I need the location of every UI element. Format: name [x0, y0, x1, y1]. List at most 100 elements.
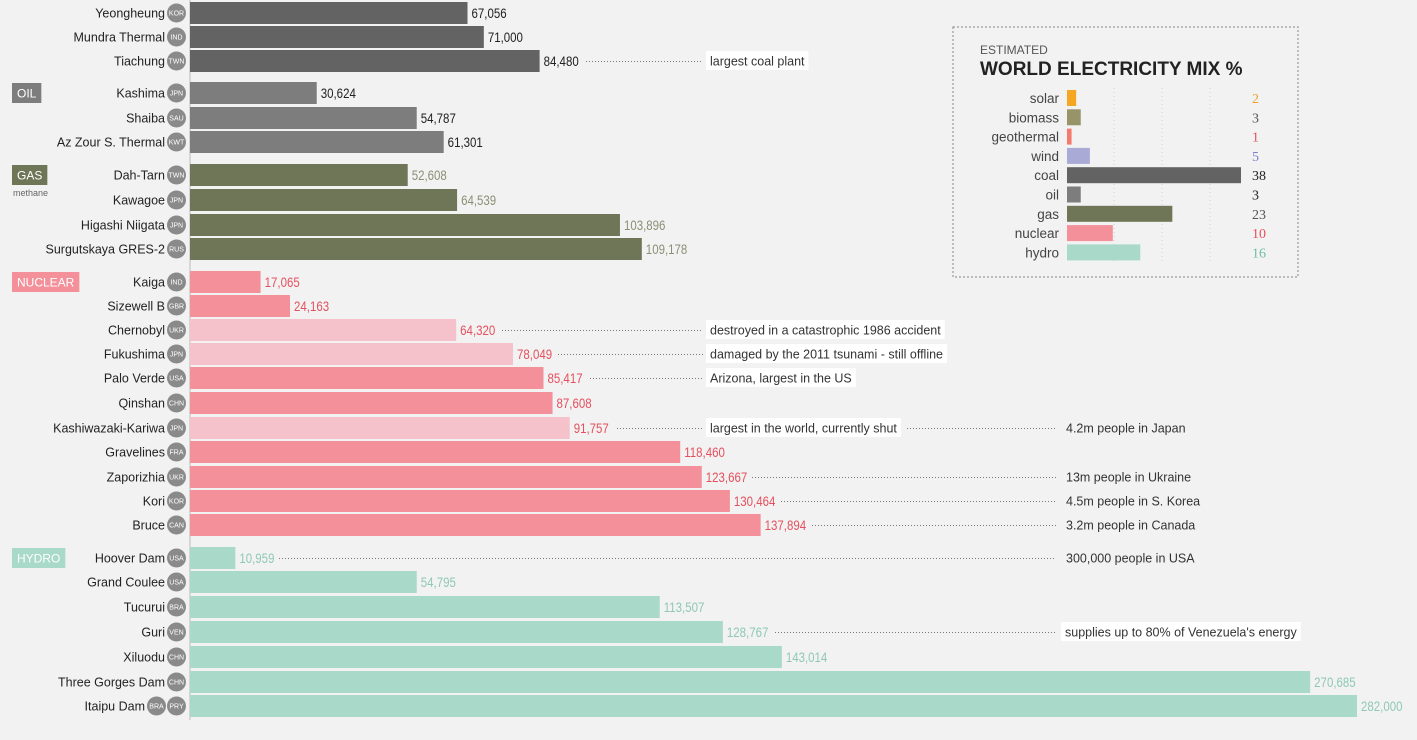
mix-row-coal: coal 38 [1034, 167, 1266, 184]
mix-label: wind [1030, 149, 1059, 164]
annotation-bg [706, 418, 901, 437]
plant-row-grand-coulee: USA Grand Coulee 54,795 [87, 571, 456, 593]
plant-name: Grand Coulee [87, 576, 165, 590]
annotation: destroyed in a catastrophic 1986 acciden… [710, 324, 941, 338]
mix-label: hydro [1025, 245, 1059, 260]
country-code: GBR [169, 304, 184, 311]
country-code: USA [169, 556, 184, 563]
country-badge [167, 418, 186, 438]
country-badge [167, 296, 186, 316]
country-code: BRA [169, 605, 184, 612]
mix-row-geothermal: geothermal 1 [991, 128, 1259, 146]
mix-row-gas: gas 23 [1037, 205, 1266, 223]
value-label: 128,767 [727, 624, 768, 640]
country-badge [167, 165, 186, 185]
mix-row-solar: solar 2 [1030, 90, 1259, 107]
plant-name: Tucurui [124, 601, 165, 615]
bar-shaiba [190, 107, 417, 129]
plant-row-chernobyl: UKR Chernobyl 64,320 destroyed in a catastr… [108, 319, 945, 341]
value-label: 10,959 [239, 550, 274, 566]
value-label: 64,539 [461, 192, 496, 208]
value-label: 282,000 [1361, 698, 1402, 714]
mix-label: coal [1034, 168, 1059, 183]
country-badge [167, 132, 186, 152]
mix-value: 3 [1252, 111, 1259, 126]
plant-row-kashiwazaki-kariwa: JPN Kashiwazaki-Kariwa 91,757 largest in th… [53, 417, 1186, 439]
mix-title: WORLD ELECTRICITY MIX % [980, 59, 1243, 80]
plant-name: Kashiwazaki-Kariwa [53, 422, 165, 436]
plant-name: Hoover Dam [95, 552, 165, 566]
plant-name: Shaiba [126, 112, 165, 126]
plant-row-guri: VEN Guri 128,767 supplies up to 80% of Vene… [141, 621, 1301, 643]
plant-name: Fukushima [104, 348, 165, 362]
country-code: JPN [170, 91, 183, 98]
bar-tiachung [190, 50, 540, 72]
country-code: SAU [169, 116, 183, 123]
value-label: 67,056 [471, 5, 506, 21]
country-badge [167, 83, 186, 103]
plant-row-kori: KOR Kori 130,464 4.5m people in S. Korea [143, 490, 1200, 512]
mix-row-biomass: biomass 3 [1009, 109, 1259, 126]
country-badge [167, 672, 186, 692]
country-badge [167, 647, 186, 667]
country-code: JPN [170, 426, 183, 433]
value-label: 54,795 [421, 574, 456, 590]
plant-name: Bruce [132, 519, 165, 533]
value-label: 270,685 [1314, 674, 1355, 690]
value-label: 52,608 [412, 167, 447, 183]
plant-name: Chernobyl [108, 324, 165, 338]
country-badge [167, 108, 186, 128]
category-swatch-gas [12, 165, 48, 185]
value-label: 24,163 [294, 298, 329, 314]
plant-row-higashi-niigata: JPN Higashi Niigata 103,896 [81, 214, 665, 236]
bar-three-gorges-dam [190, 671, 1311, 693]
value-label: 30,624 [321, 85, 356, 101]
annotation: 4.2m people in Japan [1066, 422, 1186, 436]
country-badge [167, 442, 186, 462]
plant-name: Mundra Thermal [74, 31, 165, 45]
country-badge [167, 27, 186, 47]
value-label: 137,894 [765, 517, 806, 533]
plant-row-az-zour-s-thermal: KWT Az Zour S. Thermal 61,301 [57, 131, 483, 153]
bar-kashiwazaki-kariwa [190, 417, 570, 439]
mix-bar-biomass [1067, 109, 1081, 126]
mix-label: nuclear [1015, 226, 1060, 241]
plant-name: Kawagoe [113, 194, 165, 208]
plant-name: Az Zour S. Thermal [57, 136, 165, 150]
country-code: FRA [170, 450, 184, 457]
bar-kori [190, 490, 730, 512]
mix-value: 5 [1252, 150, 1259, 165]
plant-row-tiachung: TWN Tiachung 84,480 largest coal plant [114, 50, 809, 72]
plant-row-gravelines: FRA Gravelines 118,460 [105, 441, 725, 463]
mix-bar-geothermal [1067, 128, 1072, 145]
mix-bar-nuclear [1067, 225, 1113, 242]
bar-grand-coulee [190, 571, 417, 593]
country-badge [147, 696, 166, 716]
value-label: 54,787 [421, 110, 456, 126]
value-label: 113,507 [664, 599, 705, 615]
country-badge [167, 51, 186, 71]
plant-name: Dah-Tarn [114, 169, 165, 183]
country-badge [167, 597, 186, 617]
country-code: KOR [169, 11, 184, 18]
bar-yeongheung [190, 2, 468, 24]
value-label: 71,000 [488, 29, 523, 45]
category-text-hydro: HYDRO [17, 552, 60, 566]
plant-row-kaiga: IND Kaiga 17,065 [133, 271, 300, 293]
value-label: 123,667 [706, 469, 747, 485]
bar-surgutskaya-gres-2 [190, 238, 642, 260]
country-code: KWT [169, 140, 185, 147]
country-badge [167, 491, 186, 511]
value-label: 130,464 [734, 493, 775, 509]
country-badge [167, 344, 186, 364]
mix-row-nuclear: nuclear 10 [1015, 225, 1266, 242]
value-label: 103,896 [624, 217, 665, 233]
bar-mundra-thermal [190, 26, 484, 48]
value-label: 61,301 [448, 134, 483, 150]
country-code: TWN [169, 173, 185, 180]
mix-bar-oil [1067, 186, 1081, 203]
mix-value: 3 [1252, 189, 1259, 204]
plant-row-xiluodu: CHN Xiluodu 143,014 [123, 646, 827, 668]
category-label-gas: GAS methane [12, 165, 48, 198]
country-code: CHN [169, 680, 184, 687]
